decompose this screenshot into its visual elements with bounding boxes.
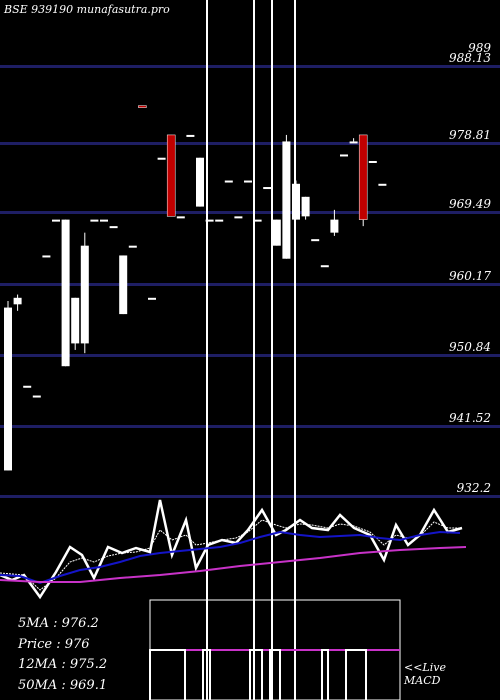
y-tick-label: 989 [468,41,491,55]
candle-body [148,297,156,300]
candle-body [100,219,108,222]
y-tick-label: 988.13 [449,51,491,65]
candle-body [358,134,368,220]
price-line [0,499,463,600]
candle-body [23,385,32,388]
candle-body [311,239,320,242]
gridline [0,495,500,498]
candle-body [4,307,12,471]
y-tick-label: 978.81 [449,128,491,142]
chart-title: BSE 939190 munafasutra.pro [4,3,170,16]
candle-body [292,183,300,220]
gridline [0,142,500,145]
macd-label: <<Live MACD [404,661,446,687]
stat-50ma: 50MA : 969.1 [18,678,108,693]
candle-body [80,245,89,344]
candle-body [330,219,339,233]
candle-body [205,219,214,222]
candle-body [378,183,387,186]
candle-body [71,297,80,344]
candle-body [138,105,147,108]
stat-12ma: 12MA : 975.2 [18,657,108,672]
y-tick-label: 941.52 [449,411,491,425]
candle-body [109,226,118,229]
ma12-line [0,530,461,585]
candle-body [253,219,262,222]
candle-body [224,180,233,183]
candle-body [301,196,310,217]
candle-body [166,134,176,217]
candle-body [349,141,358,144]
candle-body [215,219,224,222]
y-tick-label: 950.84 [449,340,491,354]
candle-body [340,154,348,157]
y-tick-label: 969.49 [449,197,491,211]
candle-body [52,219,60,222]
ma5-line [0,519,462,591]
candle-body [368,160,377,163]
candle-body [244,180,252,183]
candle-body [176,216,185,219]
macd-bar [149,649,186,700]
candle-body [32,395,41,398]
candle-body [272,219,281,246]
gridline [0,425,500,428]
macd-bar [202,649,211,700]
candle-body [320,265,329,268]
candle-body [128,245,137,248]
candle-body [119,255,128,315]
gridline [0,283,500,286]
candle-body [282,141,291,259]
candle-body [186,134,195,137]
stat-5ma: 5MA : 976.2 [18,616,99,631]
y-tick-label: 932.2 [457,481,491,495]
candle-body [61,219,70,367]
candle-body [263,187,272,190]
macd-bar [269,649,281,700]
ma50-line [0,546,467,583]
candle-body [157,157,166,160]
candle-body [196,157,204,207]
candle-body [42,255,51,258]
candle-body [90,219,99,222]
y-tick-label: 960.17 [449,269,491,283]
candle-body [13,297,22,305]
macd-bar [321,649,329,700]
gridline [0,65,500,68]
gridline [0,354,500,357]
macd-bar [249,649,263,700]
gridline [0,211,500,214]
candle-body [234,216,243,219]
macd-bar [345,649,367,700]
stat-price: Price : 976 [18,637,90,652]
